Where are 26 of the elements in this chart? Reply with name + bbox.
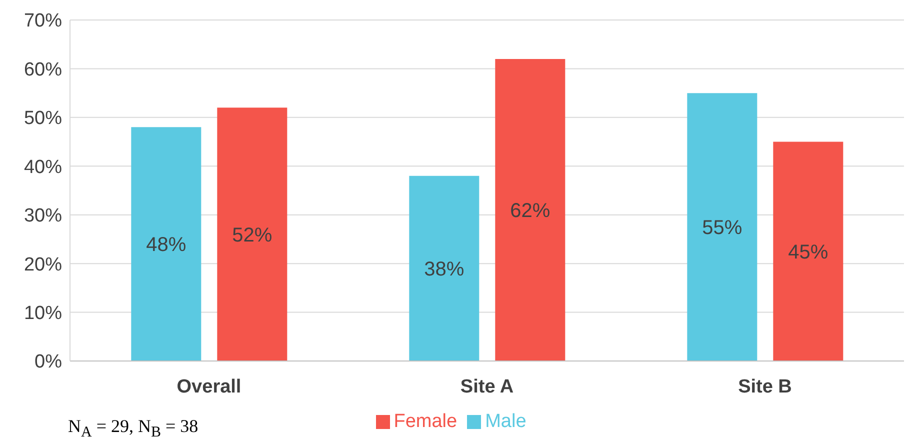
data-label: 48%	[146, 234, 186, 256]
bar	[217, 108, 288, 361]
y-tick-label: 0%	[34, 352, 62, 373]
legend-label: Female	[394, 411, 458, 432]
data-label: 45%	[788, 241, 828, 264]
legend-label: Male	[485, 411, 526, 432]
y-tick-label: 10%	[24, 303, 62, 324]
data-label: 55%	[702, 217, 742, 240]
data-label: 52%	[232, 224, 272, 246]
y-tick-label: 50%	[24, 108, 62, 130]
y-tick-label: 40%	[24, 156, 62, 178]
x-tick-label: Site A	[460, 376, 514, 398]
bar	[131, 127, 202, 361]
data-label: 62%	[510, 200, 550, 222]
bar	[409, 176, 480, 361]
bar	[773, 142, 844, 361]
text: N$_{A}$ = 29, N$_{B}$ = 38	[68, 416, 198, 442]
y-tick-label: 20%	[24, 254, 62, 276]
y-tick-label: 60%	[24, 59, 62, 80]
x-tick-label: Site B	[738, 376, 792, 398]
y-tick-label: 30%	[24, 206, 62, 227]
x-tick-label: Overall	[176, 376, 242, 398]
y-tick-label: 70%	[24, 10, 62, 32]
bar	[687, 93, 758, 361]
data-label: 38%	[424, 258, 464, 281]
bar	[495, 58, 566, 361]
